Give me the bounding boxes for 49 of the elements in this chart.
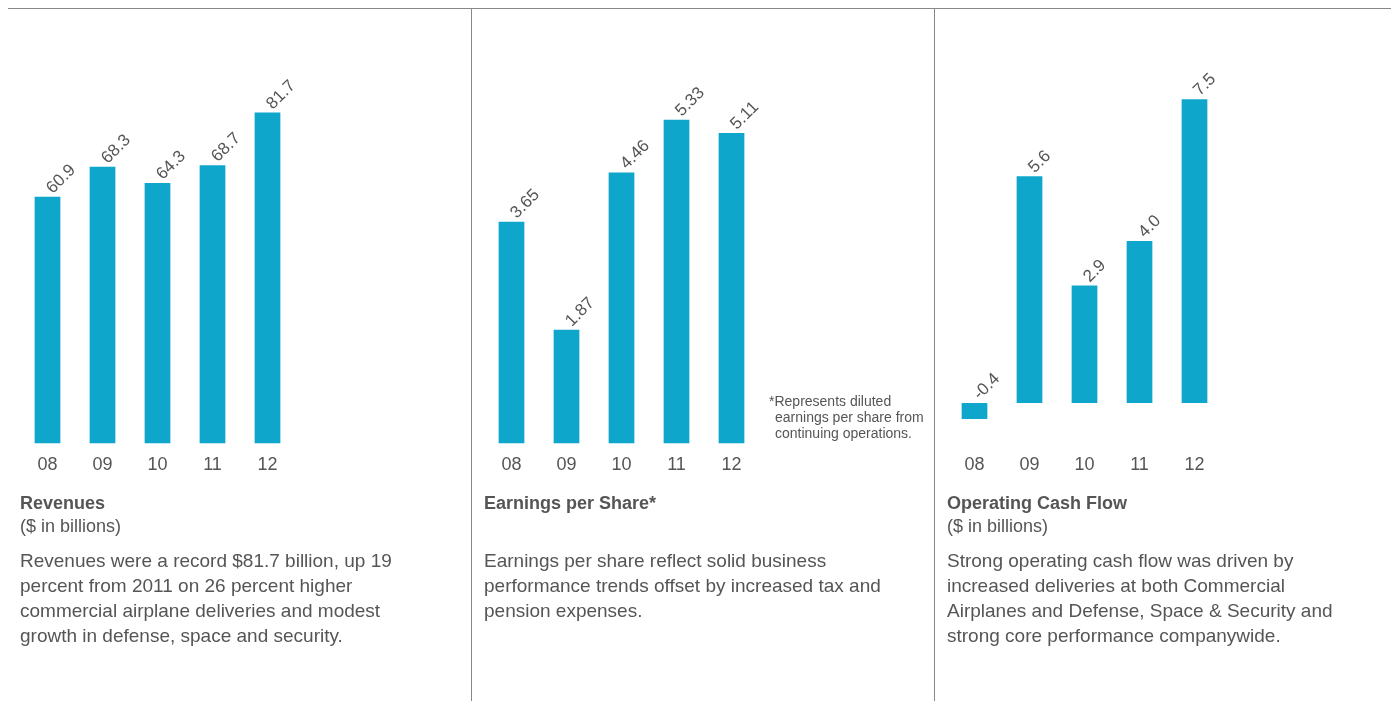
- x-tick-label: 12: [257, 454, 278, 475]
- x-tick-label: 09: [1019, 454, 1040, 475]
- text: *Represents diluted earnings per share from continuing operations.: [769, 393, 924, 442]
- x-tick-label: 12: [721, 454, 742, 475]
- text: ($ in billions): [947, 516, 1050, 538]
- text: Operating Cash Flow: [947, 493, 1129, 514]
- x-tick-label: 11: [203, 454, 222, 475]
- x-tick-label: 12: [1184, 454, 1205, 475]
- data-label: 2.9: [1079, 255, 1110, 286]
- bar: [1181, 99, 1208, 403]
- text: Strong operating cash flow was driven by increased deliveries at both Commercial Airplanes and Defense, Space & Security and strong core performance companywide.: [947, 549, 1334, 648]
- data-label: 64.3: [152, 146, 190, 184]
- bar: [144, 183, 171, 444]
- bar: [663, 119, 690, 444]
- x-tick-label: 10: [1074, 454, 1095, 475]
- x-tick-label: 11: [667, 454, 686, 475]
- text: ($ in billions): [20, 516, 123, 538]
- bar: [34, 196, 61, 444]
- data-label: 4.46: [616, 135, 654, 173]
- data-label: 60.9: [42, 160, 80, 197]
- data-label: 5.6: [1024, 146, 1055, 177]
- text: Revenues were a record $81.7 billion, up 19 percent from 2011 on 26 percent higher commercial airplane deliveries and modest growth in defense, space and security.: [20, 549, 393, 648]
- bar: [1126, 240, 1153, 403]
- x-tick-label: 10: [611, 454, 632, 475]
- x-tick-label: 09: [556, 454, 577, 475]
- bar: [1016, 176, 1043, 403]
- x-tick-label: 10: [147, 454, 168, 475]
- bar: [553, 329, 580, 444]
- bar: [254, 112, 281, 444]
- bar: [1071, 285, 1098, 403]
- x-tick-label: 09: [92, 454, 113, 475]
- data-label: 68.3: [97, 130, 135, 167]
- bar: [199, 165, 226, 444]
- bar: [498, 221, 525, 444]
- data-label: 7.5: [1189, 69, 1220, 100]
- text: Earnings per share reflect solid business performance trends offset by increased tax and pension expenses.: [484, 549, 882, 623]
- x-tick-label: 11: [1130, 454, 1149, 475]
- bar: [718, 133, 745, 444]
- bar: [961, 402, 988, 420]
- x-tick-label: 08: [501, 454, 522, 475]
- data-label: -0.4: [969, 368, 1004, 404]
- bar: [608, 172, 635, 444]
- bar: [89, 166, 116, 444]
- text: Revenues: [20, 493, 107, 514]
- text: Earnings per Share*: [484, 493, 658, 514]
- data-label: 5.11: [726, 97, 763, 134]
- data-label: 4.0: [1134, 210, 1165, 242]
- x-tick-label: 08: [37, 454, 58, 475]
- x-tick-label: 08: [964, 454, 985, 475]
